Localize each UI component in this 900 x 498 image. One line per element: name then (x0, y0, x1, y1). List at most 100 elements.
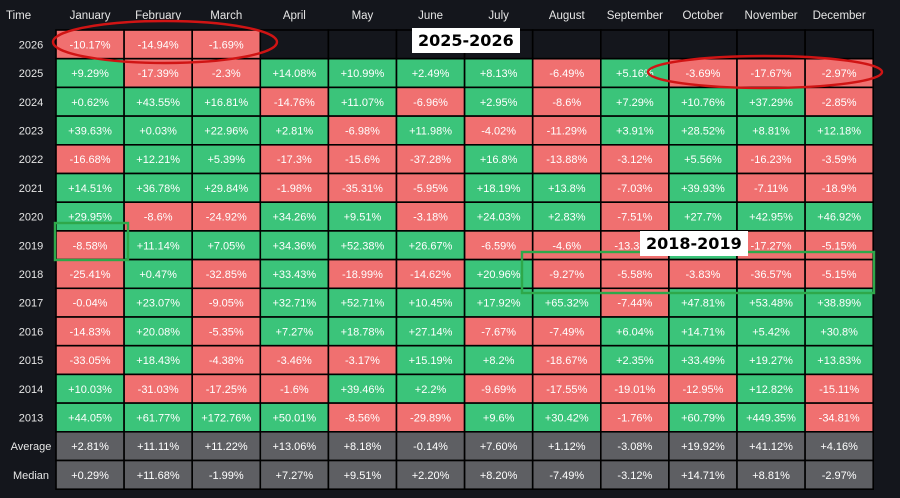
table-cell (123, 402, 193, 433)
cell-value: +2.49% (412, 68, 450, 80)
table-cell (599, 172, 670, 204)
table-cell (463, 172, 534, 204)
cell-value: -34.81% (819, 412, 860, 424)
table-cell (599, 373, 670, 404)
table-cell (736, 459, 806, 491)
cell-value: -2.97% (822, 68, 857, 80)
cell-value: +2.95% (480, 97, 518, 109)
cell-value: +8.81% (752, 470, 790, 482)
cell-value: -3.59% (822, 154, 857, 166)
cell-value: +37.29% (749, 97, 793, 109)
cell-value: -14.83% (70, 326, 111, 338)
cell-value: +16.8% (480, 154, 518, 166)
cell-value: -7.03% (617, 183, 652, 195)
cell-value: +2.81% (71, 441, 109, 453)
cell-value: -16.23% (751, 154, 792, 166)
table-cell (191, 172, 262, 204)
cell-value: +172.76% (201, 412, 251, 424)
cell-value: +0.03% (139, 125, 177, 137)
table-cell (804, 373, 874, 404)
table-cell (327, 287, 398, 318)
table-cell (463, 402, 534, 433)
cell-value: -11.29% (547, 125, 587, 137)
cell-value: +11.98% (409, 125, 452, 137)
table-cell (191, 258, 262, 290)
cell-value: +2.20% (412, 470, 450, 482)
cell-value: +27.7% (684, 212, 722, 224)
cell-value: +0.47% (139, 269, 177, 281)
row-label: 2014 (19, 384, 43, 396)
cell-value: +0.29% (71, 470, 109, 482)
cell-value: +7.27% (276, 470, 314, 482)
cell-value: -6.49% (549, 68, 584, 80)
cell-value: -29.89% (410, 412, 451, 424)
table-cell (804, 115, 874, 146)
cell-value: +11.68% (137, 470, 180, 482)
cell-value: -19.01% (614, 384, 655, 396)
cell-value: +52.38% (341, 240, 385, 252)
table-cell (327, 430, 398, 462)
table-cell (327, 57, 398, 89)
table-cell (668, 316, 738, 347)
cell-value: +39.93% (681, 183, 725, 195)
row-label: Average (11, 441, 52, 453)
table-cell (123, 459, 193, 491)
cell-value: +23.07% (136, 298, 180, 310)
cell-value: -0.14% (413, 441, 448, 453)
row-label: 2013 (19, 412, 43, 424)
table-cell (804, 201, 874, 232)
cell-value: +8.81% (752, 125, 790, 137)
cell-value: +11.22% (205, 441, 248, 453)
table-cell (531, 316, 602, 347)
cell-value: +29.95% (68, 212, 112, 224)
row-label: 2025 (19, 68, 43, 80)
table-cell (463, 459, 534, 491)
column-header: December (813, 10, 866, 22)
cell-value: -13.88% (546, 154, 587, 166)
cell-value: +2.35% (616, 355, 654, 367)
table-cell (599, 57, 670, 89)
cell-value: +47.81% (681, 298, 725, 310)
table-cell (463, 430, 534, 462)
cell-value: +41.12% (749, 441, 793, 453)
cell-value: +34.26% (272, 212, 316, 224)
cell-value: +44.05% (68, 412, 112, 424)
cell-value: -37.28% (410, 154, 451, 166)
table-cell (599, 258, 670, 290)
column-header: June (418, 10, 443, 22)
cell-value: -25.41% (70, 269, 111, 281)
cell-value: -36.57% (751, 269, 792, 281)
table-cell (736, 230, 806, 261)
cell-value: +43.55% (136, 97, 180, 109)
table-cell (804, 86, 874, 117)
cell-value: +34.36% (272, 240, 316, 252)
cell-value: -7.51% (617, 212, 652, 224)
table-cell (531, 29, 602, 60)
cell-value: -3.12% (617, 470, 652, 482)
table-cell (327, 29, 398, 60)
column-header: September (607, 10, 663, 22)
cell-value: +17.92% (477, 298, 521, 310)
row-label: 2019 (19, 240, 43, 252)
cell-value: +9.6% (483, 412, 515, 424)
cell-value: -5.15% (822, 269, 857, 281)
column-header: May (352, 10, 374, 22)
cell-value: -9.27% (549, 269, 584, 281)
cell-value: -5.58% (617, 269, 652, 281)
table-cell (191, 201, 262, 232)
callout-2025-2026: 2025-2026 (412, 28, 520, 53)
cell-value: +36.78% (136, 183, 180, 195)
table-cell (531, 459, 602, 491)
cell-value: +9.29% (71, 68, 109, 80)
cell-value: -33.05% (70, 355, 111, 367)
cell-value: +7.29% (616, 97, 654, 109)
cell-value: -12.95% (682, 384, 723, 396)
cell-value: -9.05% (209, 298, 244, 310)
table-cell (668, 115, 738, 146)
table-cell (804, 29, 874, 60)
cell-value: +33.43% (272, 269, 316, 281)
cell-value: -8.6% (552, 97, 581, 109)
table-cell (259, 86, 330, 117)
cell-value: +11.11% (137, 441, 179, 453)
